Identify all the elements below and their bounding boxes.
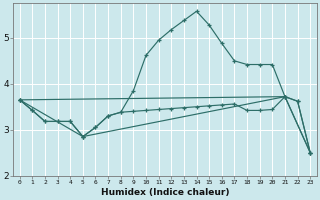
X-axis label: Humidex (Indice chaleur): Humidex (Indice chaleur) (101, 188, 229, 197)
